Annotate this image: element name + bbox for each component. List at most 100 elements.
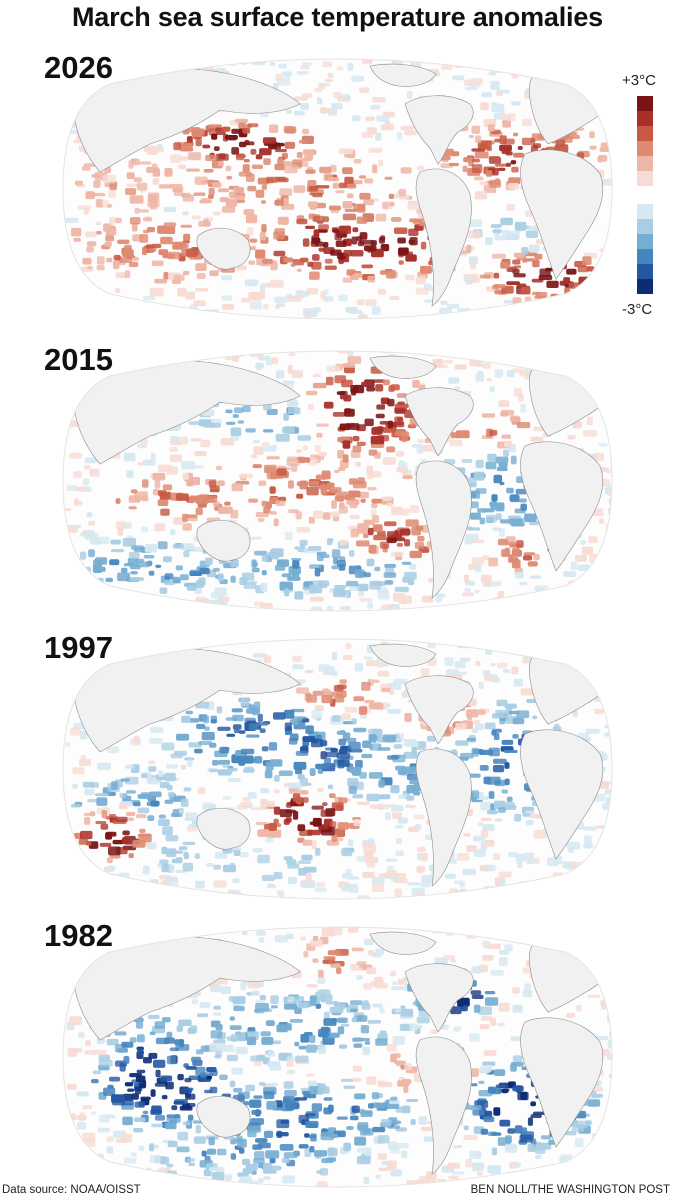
anomaly-cell [346, 238, 352, 247]
anomaly-cell [478, 1080, 485, 1084]
anomaly-cell [380, 397, 390, 405]
anomaly-cell [111, 1094, 125, 1103]
anomaly-cell [512, 547, 520, 556]
anomaly-cell [163, 206, 177, 213]
anomaly-cell [240, 852, 249, 858]
anomaly-cell [93, 1049, 107, 1055]
anomaly-cell [186, 640, 193, 646]
anomaly-cell [436, 593, 446, 598]
anomaly-cell [109, 1076, 121, 1082]
anomaly-cell [324, 258, 333, 264]
anomaly-cell [193, 300, 206, 307]
anomaly-cell [242, 127, 251, 134]
anomaly-cell [315, 901, 322, 909]
anomaly-cell [365, 116, 375, 121]
anomaly-cell [142, 1110, 149, 1115]
anomaly-cell [546, 307, 558, 312]
anomaly-cell [337, 450, 345, 459]
anomaly-cell [82, 1105, 93, 1110]
anomaly-cell [586, 266, 595, 272]
anomaly-cell [205, 154, 217, 161]
anomaly-cell [284, 709, 295, 719]
anomaly-cell [363, 938, 374, 946]
anomaly-cell [339, 225, 352, 234]
anomaly-cell [74, 498, 79, 506]
anomaly-cell [222, 795, 232, 800]
anomaly-cell [530, 1114, 542, 1118]
anomaly-cell [247, 804, 254, 807]
anomaly-cell [125, 764, 134, 769]
anomaly-cell [372, 883, 385, 892]
anomaly-cell [239, 141, 247, 148]
anomaly-cell [172, 544, 184, 549]
anomaly-cell [72, 881, 84, 885]
anomaly-cell [497, 538, 508, 546]
anomaly-cell [134, 735, 140, 745]
anomaly-cell [247, 123, 259, 128]
anomaly-cell [359, 772, 367, 779]
anomaly-cell [142, 865, 150, 875]
anomaly-cell [254, 756, 263, 764]
anomaly-cell [359, 714, 368, 719]
anomaly-cell [555, 610, 563, 611]
anomaly-cell [365, 299, 377, 306]
anomaly-cell [501, 789, 508, 794]
anomaly-cell [610, 825, 612, 834]
anomaly-cell [357, 523, 370, 531]
legend-swatch-cool [637, 264, 653, 279]
anomaly-cell [590, 888, 605, 894]
anomaly-cell [129, 217, 141, 225]
anomaly-cell [130, 489, 138, 494]
anomaly-cell [183, 1087, 194, 1091]
anomaly-cell [361, 753, 373, 759]
anomaly-cell [331, 565, 339, 570]
anomaly-cell [165, 876, 179, 882]
anomaly-cell [123, 317, 132, 319]
anomaly-cell [338, 182, 348, 189]
anomaly-cell [507, 899, 515, 905]
anomaly-cell [344, 176, 354, 184]
anomaly-cell [554, 356, 560, 361]
anomaly-cell [442, 359, 453, 364]
anomaly-cell [128, 261, 139, 268]
anomaly-cell [128, 817, 134, 822]
anomaly-cell [389, 296, 400, 301]
anomaly-cell [492, 852, 501, 861]
anomaly-cell [269, 124, 279, 133]
anomaly-cell [332, 715, 341, 722]
anomaly-cell [266, 1101, 277, 1110]
anomaly-cell [80, 551, 87, 560]
legend-swatch-warm [637, 156, 653, 171]
anomaly-cell [522, 118, 532, 127]
anomaly-cell [555, 927, 563, 933]
anomaly-cell [161, 863, 168, 873]
anomaly-cell [311, 840, 317, 850]
anomaly-cell [332, 927, 343, 936]
anomaly-cell [137, 462, 144, 466]
anomaly-cell [300, 65, 310, 70]
anomaly-cell [472, 1163, 480, 1172]
anomaly-cell [311, 805, 324, 810]
anomaly-cell [336, 559, 346, 567]
anomaly-cell [386, 531, 399, 538]
anomaly-cell [287, 407, 301, 415]
anomaly-cell [183, 787, 192, 792]
anomaly-cell [338, 259, 344, 265]
anomaly-cell [472, 835, 486, 842]
anomaly-cell [178, 64, 191, 69]
anomaly-cell [236, 265, 247, 271]
anomaly-cell [366, 793, 380, 802]
anomaly-cell [149, 1143, 155, 1152]
anomaly-cell [309, 1146, 315, 1153]
anomaly-cell [73, 471, 82, 478]
anomaly-cell [195, 496, 209, 504]
anomaly-cell [96, 265, 105, 271]
anomaly-cell [71, 650, 83, 658]
anomaly-cell [296, 152, 303, 159]
anomaly-cell [228, 1181, 237, 1187]
anomaly-cell [324, 265, 337, 270]
anomaly-cell [354, 1093, 366, 1100]
anomaly-cell [130, 1152, 137, 1157]
anomaly-cell [105, 882, 114, 892]
anomaly-cell [195, 288, 208, 292]
